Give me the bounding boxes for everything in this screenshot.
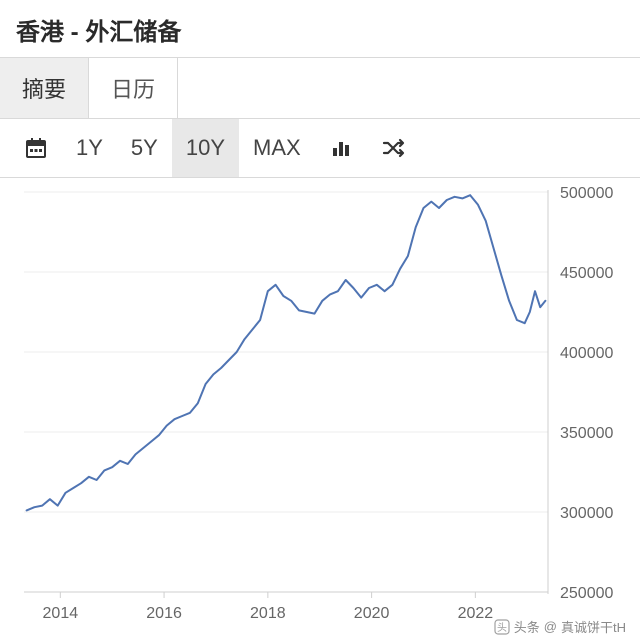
chart-area: 250000 300000 350000 400000 450000 500000 2014… xyxy=(0,178,640,638)
line-chart: 250000 300000 350000 400000 450000 500000 2014… xyxy=(0,178,640,638)
range-1y-button[interactable]: 1Y xyxy=(62,119,117,177)
svg-text:2020: 2020 xyxy=(354,605,390,622)
shuffle-icon[interactable] xyxy=(367,122,421,174)
page-title: 香港 - 外汇储备 xyxy=(16,12,624,47)
range-5y-button[interactable]: 5Y xyxy=(117,119,172,177)
bar-chart-icon[interactable] xyxy=(315,122,367,174)
svg-text:头: 头 xyxy=(497,622,507,634)
range-10y-button[interactable]: 10Y xyxy=(172,119,239,177)
tab-bar: 摘要 日历 xyxy=(0,58,640,119)
svg-text:2014: 2014 xyxy=(43,605,79,622)
svg-text:500000: 500000 xyxy=(560,185,613,202)
range-max-button[interactable]: MAX xyxy=(239,119,315,177)
svg-text:2016: 2016 xyxy=(146,605,182,622)
svg-text:300000: 300000 xyxy=(560,505,613,522)
svg-text:350000: 350000 xyxy=(560,425,613,442)
calendar-icon[interactable] xyxy=(10,122,62,174)
svg-text:450000: 450000 xyxy=(560,265,613,282)
svg-text:250000: 250000 xyxy=(560,585,613,602)
tab-summary[interactable]: 摘要 xyxy=(0,58,89,118)
svg-text:400000: 400000 xyxy=(560,345,613,362)
page-header: 香港 - 外汇储备 xyxy=(0,0,640,58)
tab-calendar[interactable]: 日历 xyxy=(89,58,178,118)
watermark-author: 真诚饼干tH xyxy=(561,617,626,636)
watermark-prefix: 头条 xyxy=(514,617,540,636)
svg-text:2022: 2022 xyxy=(458,605,494,622)
watermark-icon: 头 xyxy=(494,619,510,635)
svg-text:2018: 2018 xyxy=(250,605,286,622)
chart-toolbar: 1Y 5Y 10Y MAX xyxy=(0,119,640,178)
watermark: 头 头条 @ 真诚饼干tH xyxy=(494,617,626,636)
watermark-at: @ xyxy=(544,619,557,634)
